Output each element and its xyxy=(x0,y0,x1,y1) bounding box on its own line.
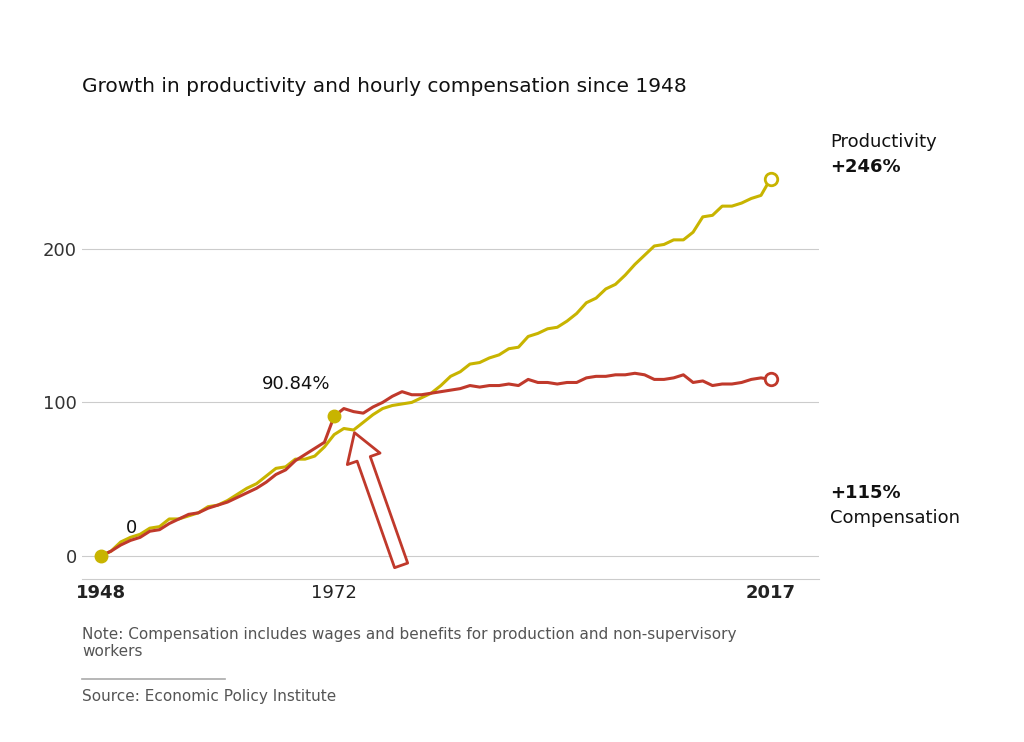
Text: Productivity: Productivity xyxy=(830,133,937,151)
FancyArrowPatch shape xyxy=(347,433,408,568)
Text: +246%: +246% xyxy=(830,157,901,176)
Text: Note: Compensation includes wages and benefits for production and non-supervisor: Note: Compensation includes wages and be… xyxy=(82,627,736,660)
Text: Growth in productivity and hourly compensation since 1948: Growth in productivity and hourly compen… xyxy=(82,77,687,96)
Text: Compensation: Compensation xyxy=(830,509,961,528)
Text: Source: Economic Policy Institute: Source: Economic Policy Institute xyxy=(82,689,336,703)
Text: +115%: +115% xyxy=(830,485,901,502)
Text: 90.84%: 90.84% xyxy=(261,375,330,393)
Text: 0: 0 xyxy=(126,519,137,537)
